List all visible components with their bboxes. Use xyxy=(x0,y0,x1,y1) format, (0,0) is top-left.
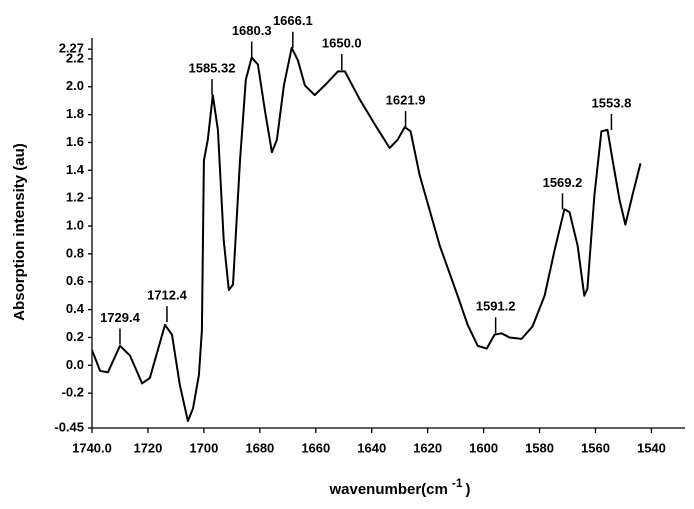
annotation: 1666.1 xyxy=(273,13,313,28)
y-tick-label: 2.27 xyxy=(59,41,84,56)
x-tick-label: 1660 xyxy=(301,440,330,455)
x-tick-label: 1560 xyxy=(581,440,610,455)
y-tick-label: 0.6 xyxy=(66,273,84,288)
annotation: 1729.4 xyxy=(100,310,141,325)
x-tick-label: 1740.0 xyxy=(72,440,112,455)
y-tick-label: 1.2 xyxy=(66,190,84,205)
y-axis-label: Absorption intensity (au) xyxy=(11,143,28,321)
annotation: 1585.32 xyxy=(188,61,235,76)
annotation: 1553.8 xyxy=(592,95,632,110)
annotation: 1650.0 xyxy=(322,35,362,50)
y-tick-label: -0.2 xyxy=(62,385,84,400)
y-tick-label: 0.0 xyxy=(66,357,84,372)
y-tick-label: 0.8 xyxy=(66,245,84,260)
y-tick-label: 1.8 xyxy=(66,106,84,121)
x-tick-label: 1680 xyxy=(245,440,274,455)
y-tick-label: 0.4 xyxy=(66,301,85,316)
annotation: 1712.4 xyxy=(147,288,188,303)
x-tick-label: 1600 xyxy=(469,440,498,455)
annotation: 1569.2 xyxy=(543,175,583,190)
y-tick-label: 0.2 xyxy=(66,329,84,344)
x-tick-label: 1580 xyxy=(525,440,554,455)
y-tick-label: 2.0 xyxy=(66,78,84,93)
x-tick-label: 1720 xyxy=(133,440,162,455)
data-line xyxy=(91,46,642,422)
x-axis-label: wavenumber(cm -1) xyxy=(328,476,470,498)
y-tick-label: 1.4 xyxy=(66,162,85,177)
annotation: 1591.2 xyxy=(476,299,516,314)
x-tick-label: 1620 xyxy=(413,440,442,455)
x-label-main: wavenumber(cm xyxy=(328,481,447,498)
y-tick-label: 1.0 xyxy=(66,217,84,232)
x-tick-label: 1700 xyxy=(189,440,218,455)
y-tick-label: 2.2 xyxy=(66,50,84,65)
x-label-end: ) xyxy=(466,481,471,498)
x-tick-label: 1540 xyxy=(637,440,666,455)
y-tick-label: 1.6 xyxy=(66,134,84,149)
annotation: 1680.3 xyxy=(232,23,272,38)
y-tick-label: -0.45 xyxy=(54,419,84,434)
x-tick-label: 1640 xyxy=(357,440,386,455)
annotation: 1621.9 xyxy=(386,93,426,108)
x-label-sup: -1 xyxy=(452,476,463,490)
